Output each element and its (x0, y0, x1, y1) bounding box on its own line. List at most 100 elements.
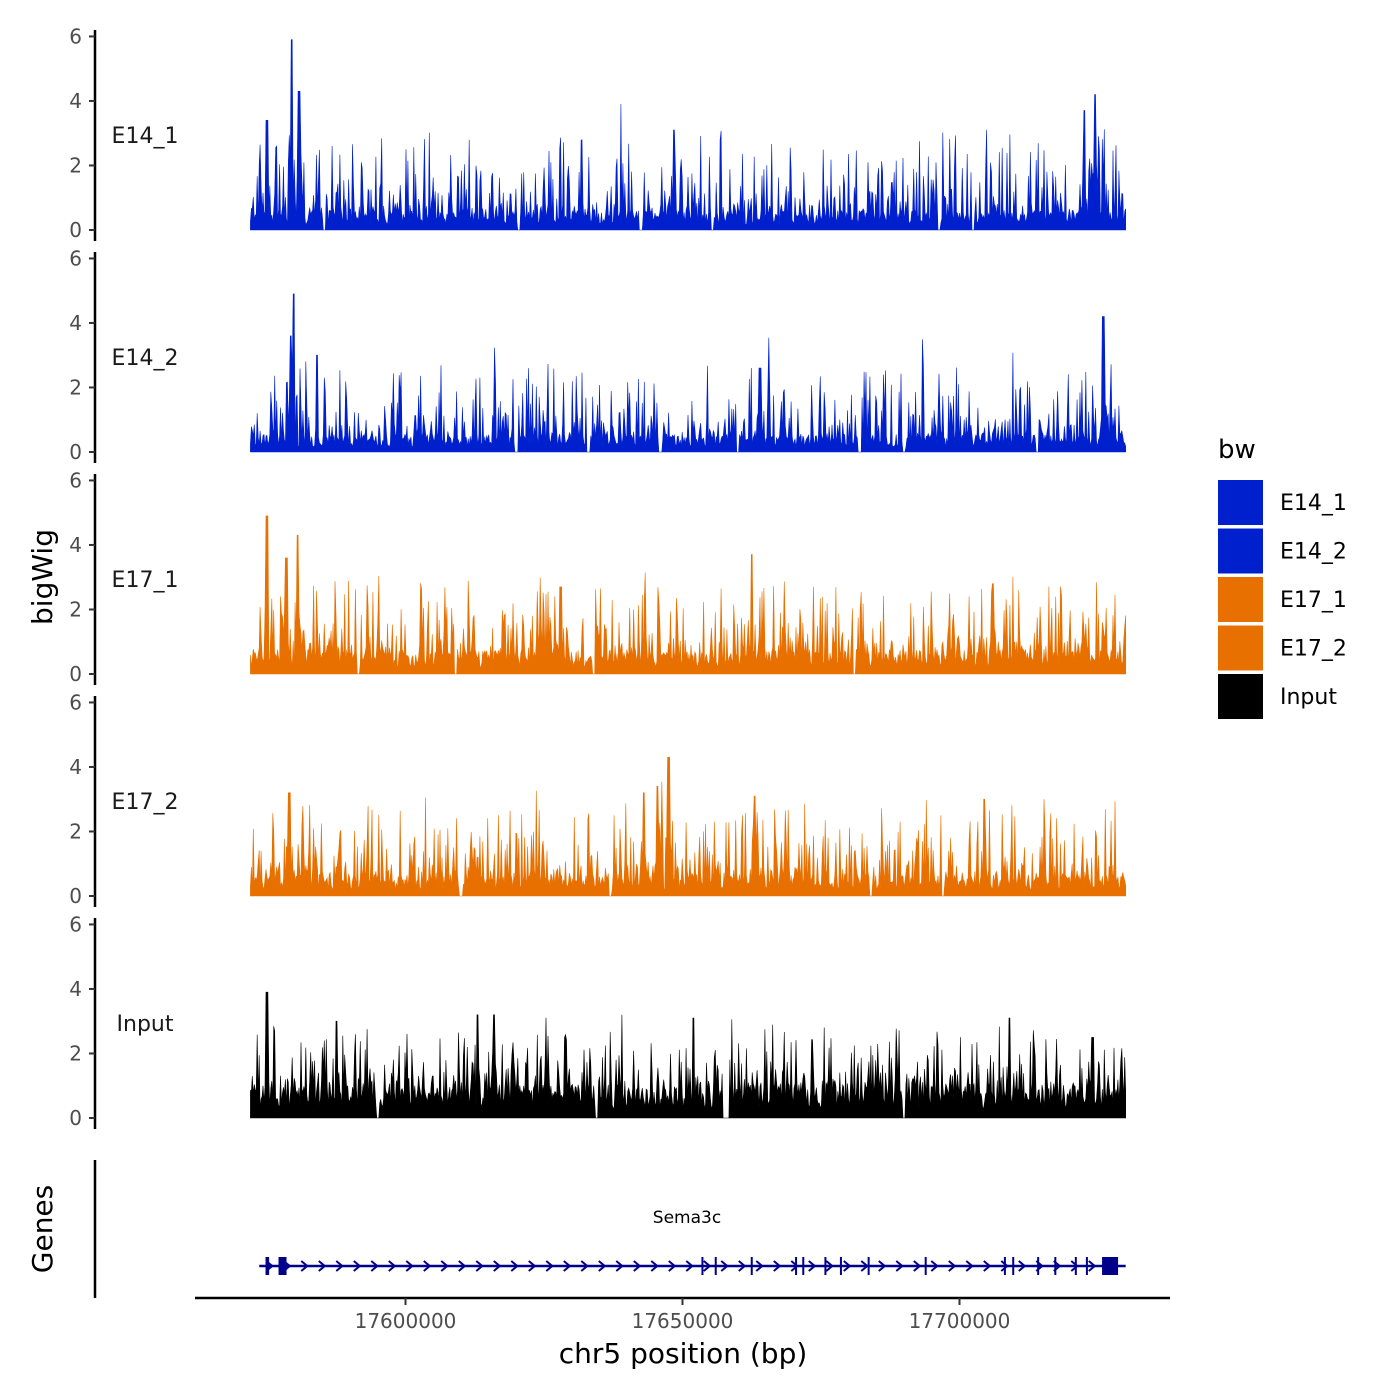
x-axis: 17600000 17650000 17700000 (195, 1296, 1170, 1333)
y-tick-label: 6 (69, 468, 82, 492)
strand-arrow (528, 1260, 537, 1272)
gene-exon (714, 1257, 717, 1275)
x-axis-title: chr5 position (bp) (559, 1337, 808, 1370)
strand-arrow (738, 1260, 747, 1272)
strand-arrow (423, 1260, 432, 1272)
gene-exon (1003, 1257, 1006, 1275)
track-label: E14_2 (112, 346, 179, 371)
y-tick-label: 4 (69, 89, 82, 113)
strand-arrow (493, 1260, 502, 1272)
gene-exon (839, 1257, 842, 1275)
strand-arrow (1070, 1260, 1079, 1272)
y-tick-label: 0 (69, 1106, 82, 1130)
gene-exon (1037, 1257, 1040, 1275)
x-tick-label: 17600000 (355, 1309, 457, 1333)
y-axis-title: bigWig (26, 529, 59, 625)
track-input: 0 2 4 6 Input (69, 912, 1126, 1130)
legend-swatch-e17-1 (1218, 577, 1263, 622)
legend-label: E17_2 (1280, 637, 1347, 662)
strand-arrow (685, 1260, 694, 1272)
strand-arrow (1000, 1260, 1009, 1272)
strand-arrow (948, 1260, 957, 1272)
y-tick-label: 6 (69, 24, 82, 48)
genes-axis-title: Genes (26, 1185, 59, 1273)
strand-arrow (825, 1260, 834, 1272)
strand-arrow (598, 1260, 607, 1272)
legend-label: E14_1 (1280, 491, 1347, 516)
strand-arrow (720, 1260, 729, 1272)
strand-arrow (965, 1260, 974, 1272)
gene-exon (802, 1257, 805, 1275)
strand-arrow (668, 1260, 677, 1272)
strand-arrow (318, 1260, 327, 1272)
strand-arrow (930, 1260, 939, 1272)
strand-arrow (615, 1260, 624, 1272)
signal-area (250, 991, 1126, 1119)
strand-arrow (458, 1260, 467, 1272)
gene-exon (750, 1257, 753, 1275)
strand-arrow (913, 1260, 922, 1272)
strand-arrow (1088, 1260, 1097, 1272)
gene-utr-block (1102, 1257, 1119, 1275)
strand-arrow (703, 1260, 712, 1272)
track-e14-2: 0 2 4 6 E14_2 (69, 246, 1126, 464)
gene-exon (278, 1257, 287, 1275)
x-tick-label: 17700000 (909, 1309, 1011, 1333)
strand-arrow (388, 1260, 397, 1272)
strand-arrow (563, 1260, 572, 1272)
y-tick-label: 6 (69, 690, 82, 714)
legend-title: bw (1218, 435, 1256, 465)
strand-arrow (300, 1260, 309, 1272)
y-tick-label: 4 (69, 533, 82, 557)
track-label: E17_2 (112, 790, 179, 815)
signal-tracks: 0 2 4 6 E14_1 0 2 4 6 E14_2 0 2 4 6 E17_1 0 2 4 6 E17_2 0 2 4 6… (69, 24, 1126, 1130)
legend-label: Input (1280, 685, 1337, 710)
legend-swatch-e14-1 (1218, 480, 1263, 525)
gene-exon (1054, 1257, 1057, 1275)
strand-arrow (860, 1260, 869, 1272)
y-tick-label: 4 (69, 977, 82, 1001)
strand-arrow (790, 1260, 799, 1272)
track-e17-2: 0 2 4 6 E17_2 (69, 690, 1126, 908)
y-tick-label: 4 (69, 755, 82, 779)
strand-arrow (843, 1260, 852, 1272)
x-tick-label: 17650000 (632, 1309, 734, 1333)
y-tick-label: 4 (69, 311, 82, 335)
strand-arrow (895, 1260, 904, 1272)
legend-label: E14_2 (1280, 540, 1347, 565)
track-label: Input (117, 1012, 174, 1037)
strand-arrow (633, 1260, 642, 1272)
y-tick-label: 2 (69, 375, 82, 399)
y-tick-label: 6 (69, 246, 82, 270)
legend-swatch-input (1218, 674, 1263, 719)
strand-arrow (1018, 1260, 1027, 1272)
strand-arrow (773, 1260, 782, 1272)
gene-panel: Genes Sema3c (26, 1160, 1126, 1298)
strand-arrow (545, 1260, 554, 1272)
y-tick-label: 6 (69, 912, 82, 936)
legend-swatch-e17-2 (1218, 625, 1263, 671)
y-tick-label: 0 (69, 662, 82, 686)
strand-arrow (878, 1260, 887, 1272)
signal-area (250, 757, 1126, 897)
track-e17-1: 0 2 4 6 E17_1 (69, 468, 1126, 686)
strand-arrow (405, 1260, 414, 1272)
y-tick-label: 0 (69, 218, 82, 242)
track-e14-1: 0 2 4 6 E14_1 (69, 24, 1126, 242)
track-label: E17_1 (112, 568, 179, 593)
gene-exon (1074, 1257, 1077, 1275)
strand-arrow (335, 1260, 344, 1272)
gene-exon (924, 1257, 927, 1275)
gene-exon (265, 1257, 269, 1275)
strand-arrow (808, 1260, 817, 1272)
y-tick-label: 2 (69, 597, 82, 621)
signal-area (250, 515, 1126, 675)
y-tick-label: 2 (69, 1041, 82, 1065)
gene-exon (824, 1257, 827, 1275)
strand-arrow (475, 1260, 484, 1272)
gene-name-label: Sema3c (653, 1208, 721, 1228)
legend-label: E17_1 (1280, 588, 1347, 613)
legend: bw E14_1 E14_2 E17_1 E17_2 Input (1218, 435, 1347, 719)
y-tick-label: 0 (69, 884, 82, 908)
